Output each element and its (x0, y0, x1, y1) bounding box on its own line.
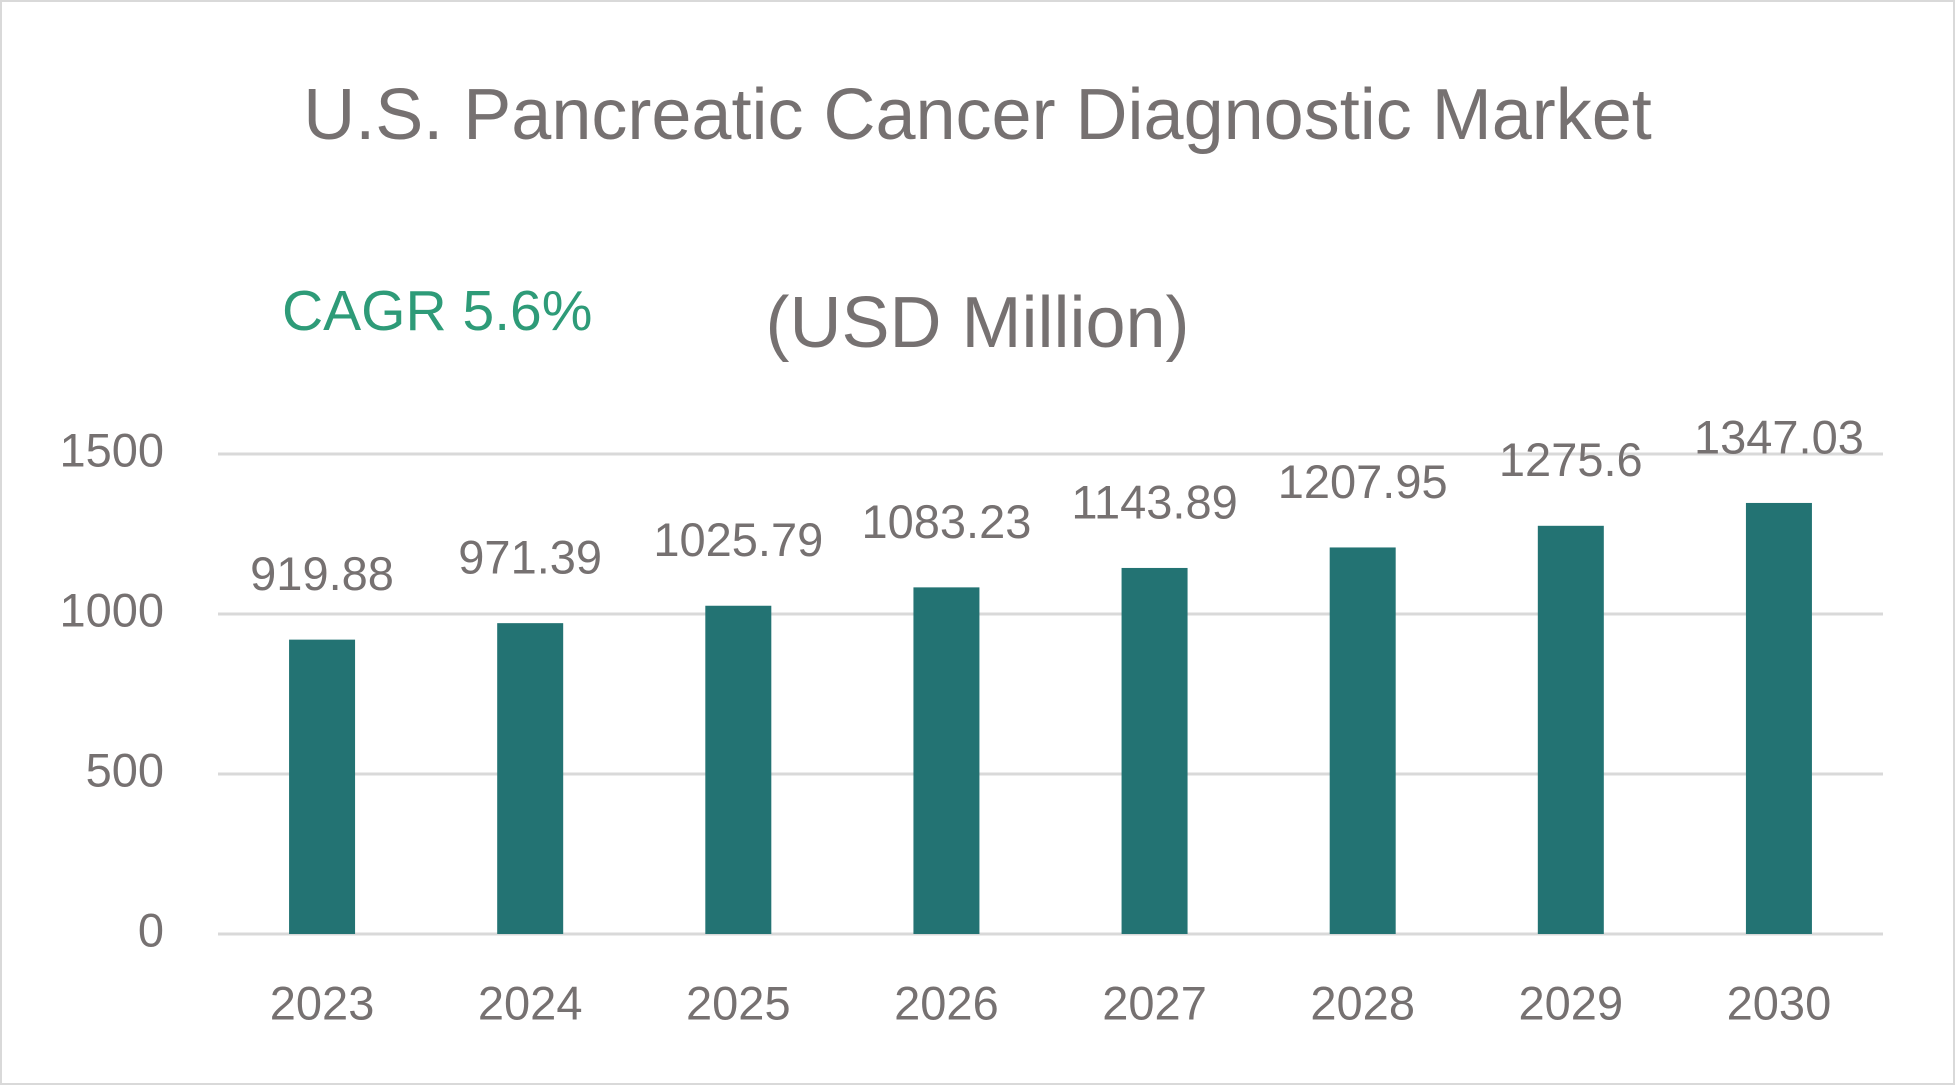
data-label: 1275.6 (1499, 433, 1643, 486)
y-tick-label: 0 (138, 903, 164, 956)
y-tick-label: 1500 (59, 423, 164, 476)
chart-subtitle: (USD Million) (765, 283, 1190, 363)
bar (1121, 567, 1188, 934)
chart-title: U.S. Pancreatic Cancer Diagnostic Market (303, 75, 1652, 155)
data-label: 1207.95 (1278, 455, 1448, 508)
annotation: CAGR 5.6% (282, 279, 593, 343)
data-label: 971.39 (458, 531, 602, 584)
bar (289, 639, 356, 934)
bar (1329, 547, 1396, 934)
y-tick-label: 1000 (59, 583, 164, 636)
data-label: 1347.03 (1694, 410, 1864, 463)
y-tick-label: 500 (86, 743, 164, 796)
chart-title-box: U.S. Pancreatic Cancer Diagnostic Market (0, 62, 1955, 168)
x-tick-label: 2030 (1727, 976, 1832, 1029)
x-tick-label: 2028 (1310, 976, 1415, 1029)
x-tick-label: 2024 (478, 976, 583, 1029)
bar (705, 605, 772, 934)
data-label: 1143.89 (1071, 475, 1237, 528)
bar (913, 587, 980, 934)
data-label: 1083.23 (861, 495, 1031, 548)
data-label: 919.88 (250, 547, 394, 600)
x-tick-label: 2026 (894, 976, 999, 1029)
x-tick-label: 2023 (270, 976, 375, 1029)
x-tick-label: 2027 (1102, 976, 1207, 1029)
data-label: 1025.79 (653, 513, 823, 566)
x-tick-label: 2029 (1519, 976, 1624, 1029)
x-tick-label: 2025 (686, 976, 791, 1029)
bar (1745, 502, 1812, 934)
bar (497, 623, 564, 934)
bar (1537, 525, 1604, 934)
